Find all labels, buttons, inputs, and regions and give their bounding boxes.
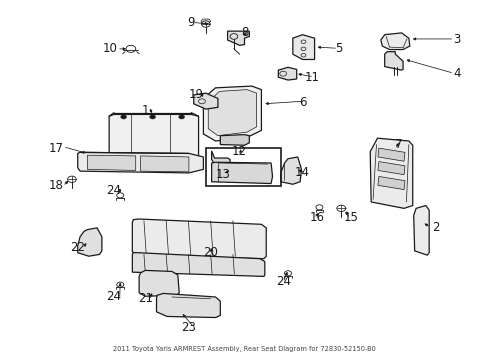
- Text: 2011 Toyota Yaris ARMREST Assembly, Rear Seat Diagram for 72830-52150-B0: 2011 Toyota Yaris ARMREST Assembly, Rear…: [113, 346, 375, 352]
- Text: 3: 3: [452, 33, 460, 46]
- Polygon shape: [132, 219, 265, 259]
- Text: 7: 7: [395, 138, 402, 151]
- Polygon shape: [132, 253, 264, 276]
- Text: 18: 18: [48, 179, 63, 192]
- Polygon shape: [140, 156, 188, 172]
- Text: 1: 1: [142, 104, 149, 117]
- Text: 11: 11: [304, 71, 319, 84]
- Bar: [205, 148, 280, 186]
- Text: 22: 22: [70, 241, 85, 254]
- Polygon shape: [413, 206, 428, 255]
- Polygon shape: [201, 19, 210, 23]
- Polygon shape: [278, 67, 296, 80]
- Text: 4: 4: [452, 67, 460, 80]
- Polygon shape: [220, 135, 249, 145]
- Text: 8: 8: [240, 26, 248, 39]
- Text: 5: 5: [334, 42, 342, 55]
- Polygon shape: [193, 93, 218, 109]
- Polygon shape: [377, 176, 404, 190]
- Polygon shape: [380, 33, 409, 50]
- Text: 10: 10: [102, 42, 117, 55]
- Polygon shape: [78, 228, 102, 256]
- Text: 21: 21: [138, 292, 153, 305]
- Text: 24: 24: [106, 291, 121, 303]
- Polygon shape: [384, 52, 402, 70]
- Text: 17: 17: [48, 141, 63, 154]
- Text: 20: 20: [203, 246, 218, 259]
- Text: 9: 9: [187, 16, 195, 29]
- Polygon shape: [292, 35, 314, 59]
- Polygon shape: [377, 148, 404, 161]
- Circle shape: [121, 115, 126, 119]
- Text: 16: 16: [309, 211, 324, 224]
- Text: 23: 23: [181, 321, 196, 334]
- Polygon shape: [78, 152, 203, 173]
- Polygon shape: [227, 31, 249, 45]
- Polygon shape: [203, 86, 261, 141]
- Circle shape: [179, 115, 184, 119]
- Polygon shape: [87, 155, 136, 170]
- Polygon shape: [109, 114, 198, 164]
- Polygon shape: [139, 270, 179, 296]
- Polygon shape: [369, 138, 412, 208]
- Polygon shape: [156, 293, 220, 318]
- Polygon shape: [377, 162, 404, 175]
- Text: 12: 12: [232, 145, 246, 158]
- Polygon shape: [211, 162, 272, 184]
- Polygon shape: [208, 90, 256, 136]
- Text: 6: 6: [298, 95, 305, 108]
- Text: 24: 24: [106, 184, 121, 197]
- Text: 24: 24: [275, 275, 290, 288]
- Text: 14: 14: [294, 166, 309, 179]
- Polygon shape: [280, 157, 301, 184]
- Circle shape: [149, 115, 155, 119]
- Text: 13: 13: [215, 168, 230, 181]
- Text: 19: 19: [188, 89, 203, 102]
- Text: 15: 15: [343, 211, 358, 224]
- Text: 2: 2: [431, 221, 438, 234]
- Polygon shape: [211, 151, 229, 166]
